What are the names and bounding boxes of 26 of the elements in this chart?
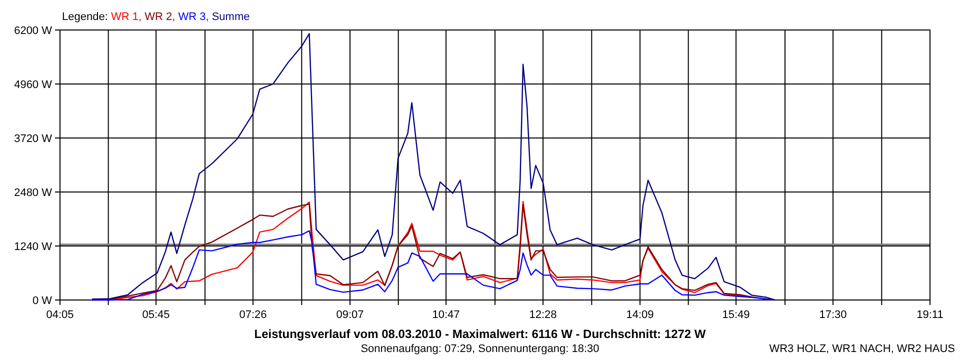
x-tick-label: 05:45: [142, 309, 170, 321]
x-tick-label: 04:05: [46, 309, 74, 321]
y-tick-label: 6200 W: [14, 25, 53, 37]
text: WR 1,: [110, 11, 145, 23]
y-tick-label: 2480 W: [14, 187, 53, 199]
x-tick-label: 09:07: [336, 309, 364, 321]
text: Leistungsverlauf vom 08.03.2010 - Maximalwert: 6116 W - Durchschnitt: 1272 W: [254, 327, 706, 341]
line-series: [91, 33, 776, 301]
text: WR 2,: [144, 11, 178, 23]
y-tick-label: 1240 W: [14, 241, 53, 253]
text: Sonnenaufgang: 07:29, Sonnenuntergang: 18:30: [360, 343, 600, 355]
line-series: [91, 230, 776, 301]
text: WR 3,: [178, 11, 212, 23]
x-tick-label: 14:09: [626, 309, 654, 321]
legend-title: Legende:: [62, 11, 111, 23]
x-tick-label: 17:30: [819, 309, 847, 321]
x-tick-label: 07:26: [239, 309, 267, 321]
y-tick-label: 3720 W: [14, 133, 53, 145]
x-tick-label: 10:47: [432, 309, 460, 321]
x-tick-label: 15:49: [722, 309, 750, 321]
text: Summe: [212, 11, 250, 23]
x-tick-label: 12:28: [529, 309, 557, 321]
x-tick-label: 19:11: [916, 309, 944, 321]
y-tick-label: 0 W: [32, 295, 53, 307]
y-tick-label: 4960 W: [14, 79, 53, 91]
text: WR3 HOLZ, WR1 NACH, WR2 HAUS: [769, 343, 955, 355]
